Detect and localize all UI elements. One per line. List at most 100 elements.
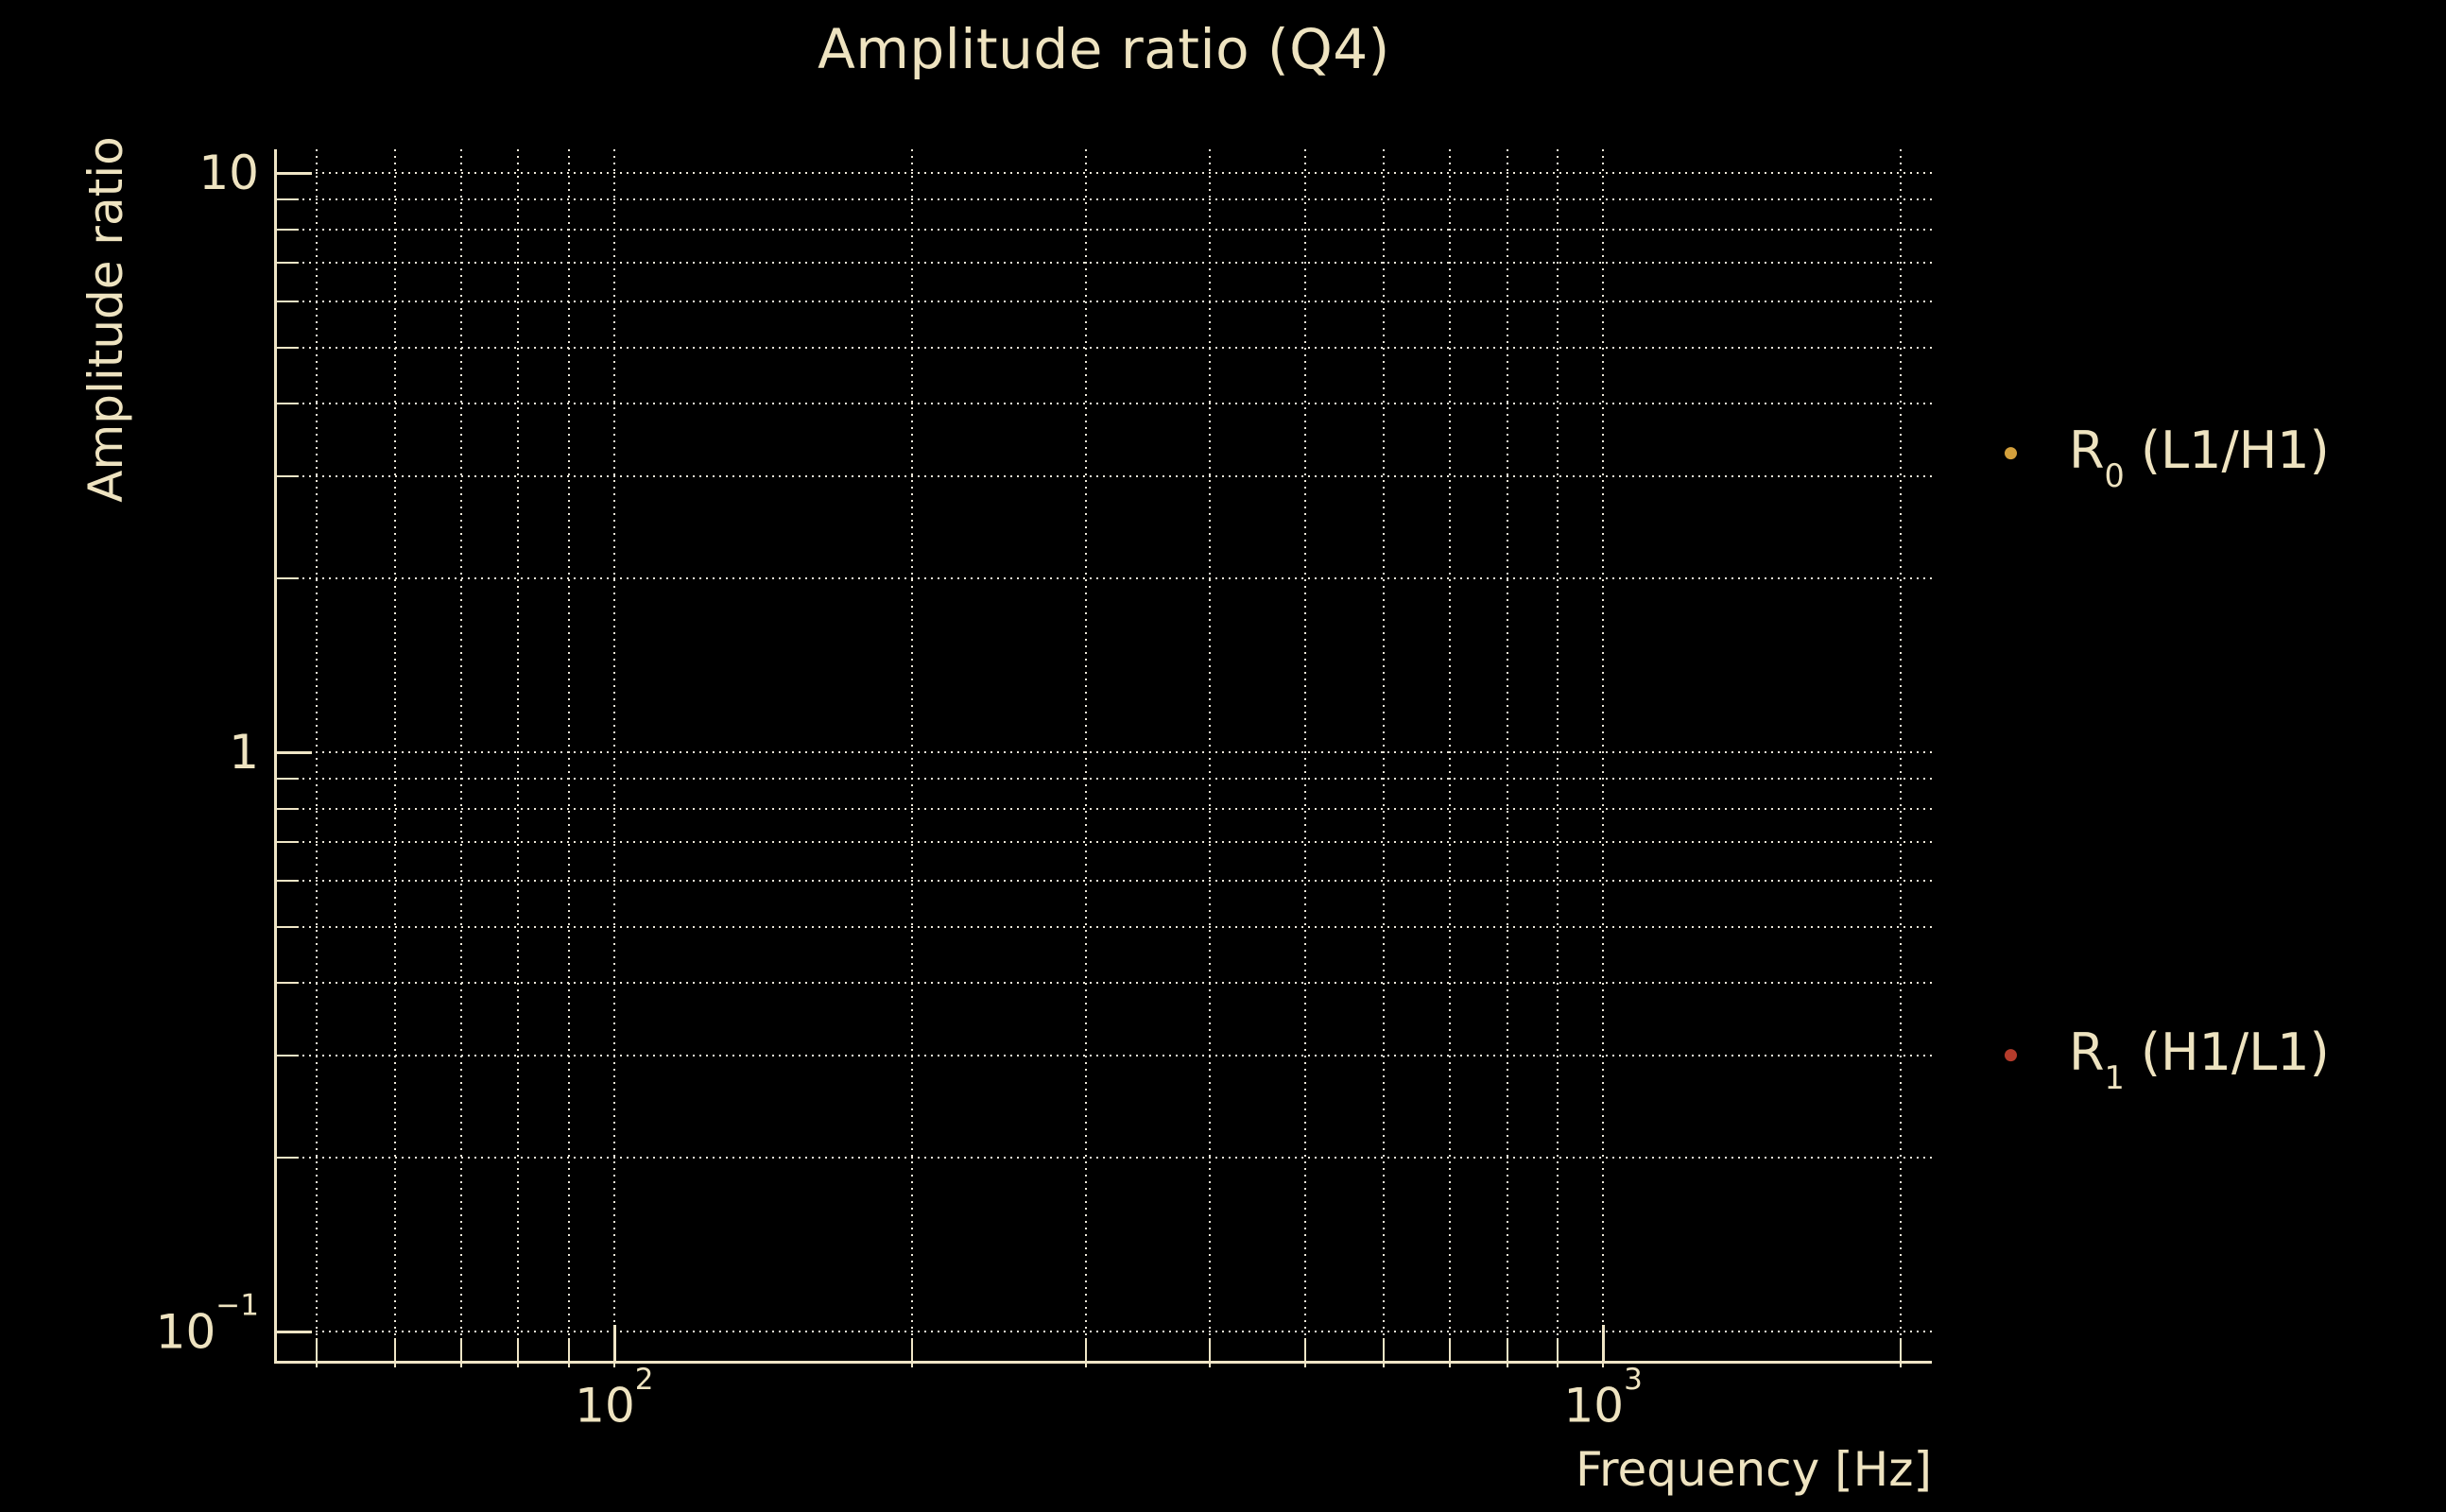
x-tick: [459, 1338, 462, 1361]
y-axis-spine: [274, 149, 277, 1364]
x-gridline: [459, 149, 462, 1361]
y-tick: [276, 1054, 299, 1057]
x-tick: [910, 1338, 913, 1361]
y-gridline: [276, 778, 1932, 781]
x-tick: [567, 1338, 570, 1361]
x-tick: [1449, 1338, 1452, 1361]
x-tick-outer: [393, 1361, 396, 1367]
y-tick-label: 1: [229, 725, 259, 781]
y-gridline: [276, 346, 1932, 349]
y-gridline: [276, 1330, 1932, 1332]
y-gridline: [276, 474, 1932, 477]
legend-marker-dot: [2005, 1049, 2017, 1062]
y-tick: [276, 982, 299, 985]
x-tick: [1900, 1338, 1903, 1361]
chart-title: Amplitude ratio (Q4): [818, 17, 1390, 81]
x-gridline: [1602, 149, 1605, 1361]
x-tick-outer: [1557, 1361, 1559, 1367]
y-tick: [276, 576, 299, 579]
y-tick: [276, 1330, 312, 1333]
x-tick-outer: [1085, 1361, 1088, 1367]
y-gridline: [276, 301, 1932, 303]
y-tick: [276, 1156, 299, 1159]
x-tick: [1304, 1338, 1307, 1361]
x-gridline: [1085, 149, 1088, 1361]
y-tick: [276, 880, 299, 883]
y-tick: [276, 301, 299, 303]
x-tick-outer: [567, 1361, 570, 1367]
y-gridline: [276, 925, 1932, 928]
y-tick-label: 10−1: [155, 1288, 259, 1360]
y-gridline: [276, 403, 1932, 405]
y-gridline: [276, 576, 1932, 579]
y-tick: [276, 198, 299, 201]
x-tick-outer: [1383, 1361, 1386, 1367]
y-gridline: [276, 1156, 1932, 1159]
x-tick: [1506, 1338, 1508, 1361]
x-gridline: [567, 149, 570, 1361]
x-axis-title: Frequency [Hz]: [1575, 1442, 1932, 1497]
y-gridline: [276, 262, 1932, 265]
x-tick-outer: [910, 1361, 913, 1367]
x-gridline: [612, 149, 615, 1361]
x-tick-outer: [1602, 1361, 1605, 1367]
y-tick: [276, 751, 312, 755]
x-gridline: [1506, 149, 1508, 1361]
y-tick: [276, 262, 299, 265]
y-tick: [276, 403, 299, 405]
y-tick: [276, 807, 299, 810]
x-gridline: [1304, 149, 1307, 1361]
x-gridline: [1208, 149, 1211, 1361]
y-gridline: [276, 841, 1932, 844]
x-tick-label: 102: [575, 1362, 654, 1434]
x-tick: [315, 1338, 318, 1361]
y-tick: [276, 172, 312, 176]
y-tick: [276, 778, 299, 781]
y-tick: [276, 474, 299, 477]
legend-entry: R1 (H1/L1): [2005, 1022, 2330, 1097]
x-tick-outer: [1900, 1361, 1903, 1367]
x-tick: [1602, 1325, 1606, 1361]
y-tick: [276, 925, 299, 928]
y-tick-label: 10: [198, 146, 259, 201]
legend-label: R0 (L1/H1): [2069, 421, 2330, 495]
y-gridline: [276, 1054, 1932, 1057]
legend-marker-dot: [2005, 447, 2017, 460]
x-gridline: [1383, 149, 1386, 1361]
y-gridline: [276, 228, 1932, 231]
x-gridline: [517, 149, 520, 1361]
x-tick-outer: [517, 1361, 520, 1367]
x-axis-spine: [274, 1361, 1932, 1364]
x-tick-outer: [459, 1361, 462, 1367]
y-gridline: [276, 172, 1932, 175]
y-gridline: [276, 751, 1932, 754]
x-gridline: [315, 149, 318, 1361]
x-tick-outer: [1506, 1361, 1508, 1367]
y-gridline: [276, 880, 1932, 883]
x-tick: [517, 1338, 520, 1361]
x-gridline: [910, 149, 913, 1361]
y-gridline: [276, 807, 1932, 810]
legend-label: R1 (H1/L1): [2069, 1022, 2330, 1097]
x-tick-outer: [1449, 1361, 1452, 1367]
x-tick-outer: [1208, 1361, 1211, 1367]
x-gridline: [1900, 149, 1903, 1361]
x-tick: [1085, 1338, 1088, 1361]
x-tick: [1557, 1338, 1559, 1361]
x-tick-outer: [315, 1361, 318, 1367]
x-tick-outer: [1304, 1361, 1307, 1367]
x-tick: [612, 1325, 616, 1361]
x-gridline: [1449, 149, 1452, 1361]
x-gridline: [1557, 149, 1559, 1361]
x-tick: [1383, 1338, 1386, 1361]
x-tick: [393, 1338, 396, 1361]
x-gridline: [393, 149, 396, 1361]
x-tick-outer: [612, 1361, 615, 1367]
y-tick: [276, 228, 299, 231]
x-tick: [1208, 1338, 1211, 1361]
y-tick: [276, 841, 299, 844]
y-tick: [276, 346, 299, 349]
y-gridline: [276, 198, 1932, 201]
x-tick-label: 103: [1563, 1362, 1643, 1434]
